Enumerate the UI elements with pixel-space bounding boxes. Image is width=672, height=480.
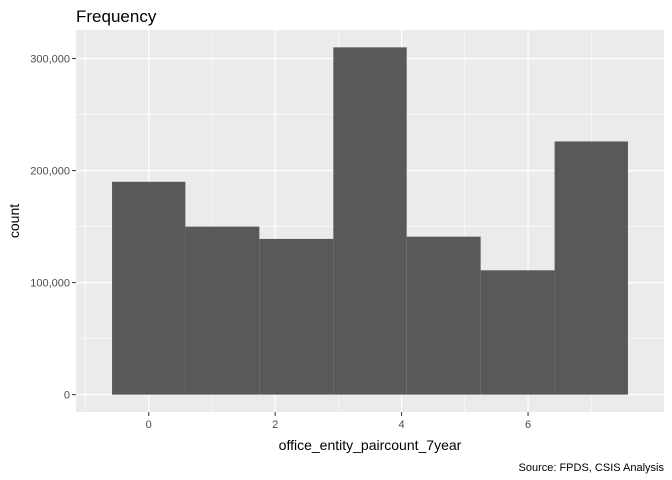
histogram-bar	[185, 226, 260, 395]
y-axis-title: count	[6, 204, 22, 238]
chart-title: Frequency	[76, 7, 157, 26]
y-tick-label: 300,000	[30, 54, 70, 66]
x-axis-title: office_entity_paircount_7year	[279, 437, 462, 453]
histogram-bar	[333, 47, 407, 395]
y-tick-label: 100,000	[30, 278, 70, 290]
x-tick-label: 6	[525, 419, 531, 431]
histogram-bar	[554, 141, 628, 395]
x-tick-label: 2	[272, 419, 278, 431]
y-axis: 0 100,000 200,000 300,000	[30, 54, 76, 402]
y-tick-label: 0	[64, 390, 70, 402]
histogram-bar	[406, 236, 481, 395]
histogram-bar	[480, 270, 555, 395]
histogram-bar	[259, 238, 334, 395]
x-tick-label: 0	[146, 419, 152, 431]
x-tick-label: 4	[399, 419, 405, 431]
bars	[112, 47, 628, 395]
y-tick-label: 200,000	[30, 166, 70, 178]
x-axis: 0 2 4 6	[146, 412, 531, 431]
histogram-bar	[112, 181, 186, 395]
chart-caption: Source: FPDS, CSIS Analysis	[519, 462, 665, 474]
